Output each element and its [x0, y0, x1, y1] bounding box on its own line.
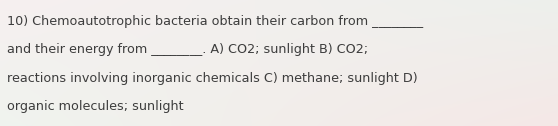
Text: organic molecules; sunlight: organic molecules; sunlight [7, 100, 184, 113]
Text: reactions involving inorganic chemicals C) methane; sunlight D): reactions involving inorganic chemicals … [7, 72, 418, 85]
Text: 10) Chemoautotrophic bacteria obtain their carbon from ________: 10) Chemoautotrophic bacteria obtain the… [7, 15, 424, 28]
Text: and their energy from ________. A) CO2; sunlight B) CO2;: and their energy from ________. A) CO2; … [7, 43, 368, 56]
